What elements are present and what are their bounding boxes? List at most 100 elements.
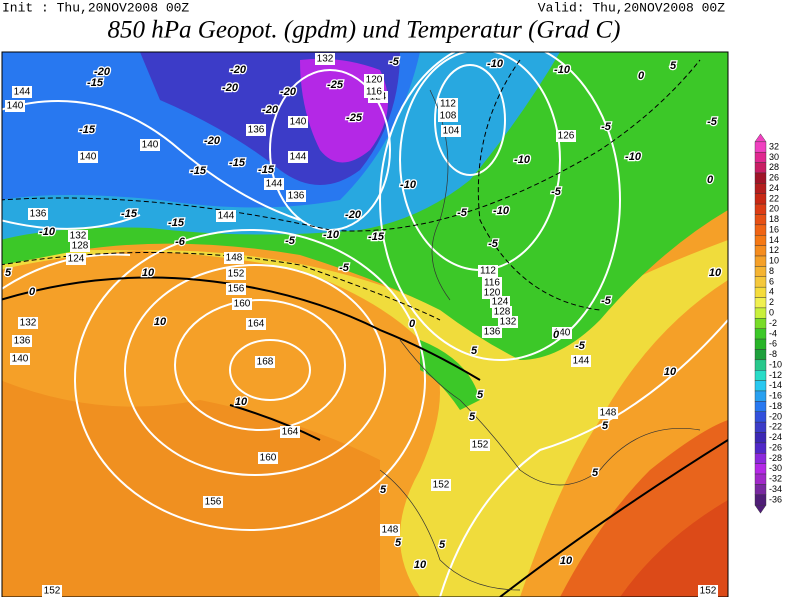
geopotential-label: 152 [472,440,489,451]
label-box [364,86,384,98]
label-box [140,139,160,151]
geopotential-label: 148 [382,525,399,536]
geopotential-label: 140 [554,328,571,339]
temperature-label: -20 [222,82,239,94]
label-box [226,268,246,280]
colorbar-swatch [754,172,767,184]
label-box [490,296,510,308]
colorbar-label: -2 [769,318,777,328]
colorbar-swatch [754,390,767,402]
temperature-label: -5 [488,238,499,250]
temperature-label: 10 [414,559,427,571]
label-box [556,130,576,142]
temperature-label: 10 [235,396,248,408]
temperature-label: -15 [168,217,185,229]
label-box [42,585,62,597]
label-box [258,452,278,464]
geopotential-label: 120 [366,75,383,86]
colorbar-swatch [754,328,767,340]
label-box [286,190,306,202]
temperature-label: -15 [190,165,207,177]
temperature-label: -10 [493,205,510,217]
temperature-label: -5 [285,235,296,247]
colorbar-swatch [754,286,767,298]
temperature-label: -15 [87,77,104,89]
colorbar-swatch [754,473,767,485]
label-box [482,326,502,338]
geopotential-label: 156 [205,497,222,508]
temperature-label: -5 [389,56,400,68]
geopotential-contours [2,52,728,597]
colorbar-swatch [754,453,767,464]
geopotential-label: 112 [440,99,456,110]
isotherms-bold [2,276,728,597]
temperature-label: 5 [439,539,446,551]
temperature-label: 0 [638,70,645,82]
label-box [441,125,461,137]
temperature-label: 5 [477,389,484,401]
label-box [280,426,300,438]
temperature-label: 5 [602,420,609,432]
colorbar-label: 18 [769,214,779,224]
colorbar-label: 26 [769,173,779,183]
label-box [380,524,400,536]
geopotential-label: 148 [226,253,243,264]
colorbar-swatch [754,266,767,277]
colorbar-label: 20 [769,204,779,214]
label-box [431,479,451,491]
colorbar-swatch [754,141,767,153]
geopotential-label: 144 [14,87,31,98]
colorbar-label: -34 [769,484,782,494]
label-box [482,277,502,289]
colorbar-label: -28 [769,453,782,463]
geopotential-label: 156 [228,284,245,295]
geopotential-label: 160 [260,453,277,464]
colorbar-label: -20 [769,411,782,421]
label-box [492,306,512,318]
geopotential-label: 144 [266,179,283,190]
colorbar-label: -18 [769,401,782,411]
temperature-label: 5 [592,467,599,479]
temperature-label: 10 [154,316,167,328]
colorbar-swatch [754,442,767,454]
geopotential-label: 144 [218,211,235,222]
temperature-label: 0 [409,318,416,330]
temperature-label: 10 [560,555,573,567]
geopotential-label: 136 [30,209,47,220]
coastlines [379,89,701,591]
temperature-label: 5 [670,60,677,72]
geopotential-label: 140 [7,101,24,112]
temperature-label: 0 [553,329,560,341]
geopotential-label: 164 [282,427,299,438]
geopotential-label: 152 [44,586,61,597]
colorbar-swatch [754,255,767,267]
geopotential-label: 112 [480,266,496,277]
temperature-label: 5 [469,411,476,423]
contour-labels: 1441401401401361321281241321361401481521… [4,53,723,597]
geopotential-label: 168 [257,357,274,368]
temperature-label: -10 [554,64,571,76]
temperature-label: -5 [601,121,612,133]
temperature-label: -20 [262,104,279,116]
temperature-label: -5 [707,116,718,128]
colorbar-label: 10 [769,256,779,266]
temperature-label: 5 [471,345,478,357]
label-box [438,98,458,110]
colorbar-label: -8 [769,349,777,359]
geopotential-label: 132 [70,231,87,242]
colorbar-swatch [754,349,767,361]
colorbar-swatch [754,432,767,444]
geopotential-label: 148 [600,408,617,419]
colorbar-label: 28 [769,162,779,172]
geopotential-label: 164 [248,319,265,330]
colorbar-swatch [754,411,767,423]
temperature-label: -15 [121,208,138,220]
temperature-label: -5 [551,186,562,198]
geopotential-label: 128 [72,241,89,252]
label-box [598,407,618,419]
label-box [288,151,308,163]
colorbar-label: 32 [769,141,779,151]
colorbar-swatch [754,380,767,392]
label-box [203,496,223,508]
geopotential-label: 116 [484,278,500,289]
